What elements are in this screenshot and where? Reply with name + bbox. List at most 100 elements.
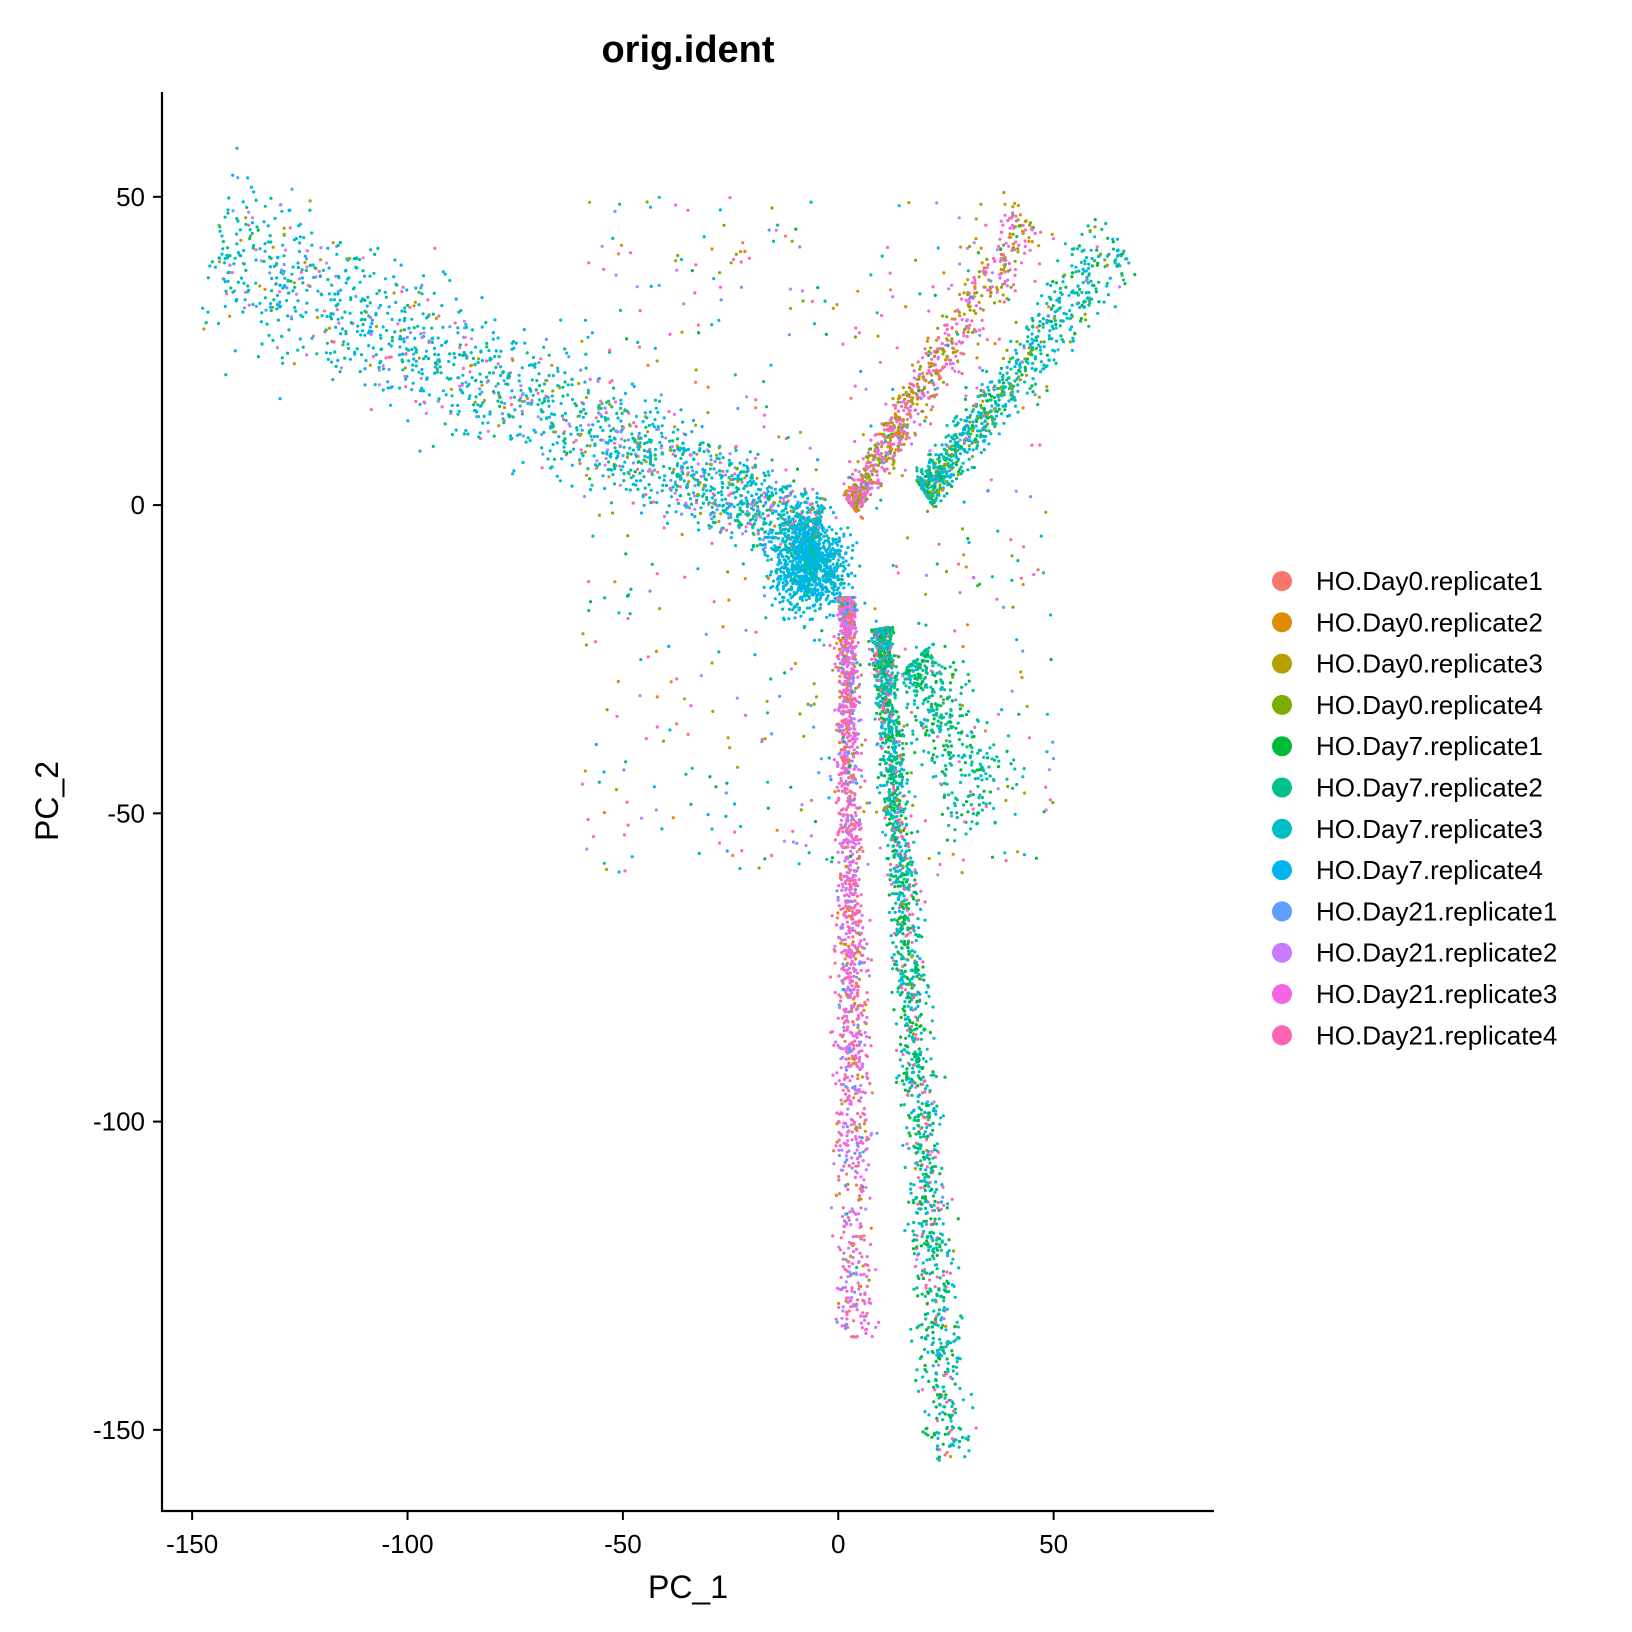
data-point (660, 451, 664, 455)
data-point (1070, 252, 1074, 257)
data-point (282, 262, 286, 267)
data-point (398, 345, 402, 349)
data-point (951, 419, 956, 423)
data-point (986, 263, 990, 267)
data-point (477, 357, 481, 361)
data-point (478, 372, 482, 376)
data-point (512, 395, 517, 399)
data-point (1054, 322, 1058, 327)
data-point (867, 486, 871, 490)
data-point (247, 303, 251, 307)
data-point (268, 302, 273, 306)
data-point (635, 454, 639, 458)
data-point (662, 526, 666, 530)
data-point (566, 393, 570, 397)
data-point (918, 372, 922, 377)
data-point (458, 353, 462, 357)
data-point (448, 325, 452, 329)
data-point (344, 329, 348, 333)
data-point (1118, 285, 1122, 289)
data-point (1031, 225, 1036, 229)
data-point (963, 282, 967, 286)
data-point (901, 400, 906, 404)
data-point (626, 451, 630, 456)
data-point (662, 416, 666, 420)
data-point (857, 919, 861, 923)
data-point (727, 458, 731, 462)
data-point (832, 948, 836, 952)
data-point (1096, 261, 1100, 265)
data-point (681, 472, 685, 476)
data-point (763, 474, 767, 478)
data-point (591, 423, 595, 427)
data-point (572, 440, 576, 444)
data-point (977, 275, 981, 279)
data-point (926, 353, 931, 357)
data-point (491, 389, 495, 394)
data-point (709, 485, 713, 489)
data-point (834, 1144, 838, 1148)
data-point (934, 371, 938, 375)
data-point (546, 399, 551, 403)
data-point (421, 312, 425, 316)
data-point (868, 1242, 873, 1247)
data-point (701, 501, 705, 505)
data-point (300, 268, 304, 272)
data-point (857, 1260, 861, 1264)
data-point (843, 888, 848, 892)
data-point (733, 544, 738, 548)
data-point (339, 332, 343, 336)
data-point (343, 356, 347, 360)
data-point (1007, 261, 1011, 266)
data-point (485, 341, 489, 345)
data-point (629, 476, 633, 480)
data-point (836, 898, 840, 902)
data-point (589, 434, 593, 438)
data-point (652, 500, 656, 504)
data-point (946, 333, 951, 337)
data-point (843, 1225, 847, 1229)
data-point (859, 968, 863, 973)
data-point (368, 363, 372, 367)
data-point (858, 1222, 863, 1226)
data-point (527, 363, 532, 367)
data-point (890, 421, 895, 425)
data-point (1005, 414, 1010, 418)
data-point (844, 493, 848, 497)
data-point (770, 491, 774, 495)
data-point (634, 414, 639, 418)
data-point (267, 333, 271, 337)
data-point (542, 345, 546, 349)
data-point (853, 1175, 858, 1180)
data-point (433, 361, 438, 365)
data-point (255, 225, 259, 229)
data-point (485, 380, 489, 384)
data-point (414, 350, 418, 354)
data-point (711, 492, 716, 496)
data-point (969, 432, 973, 436)
data-point (735, 486, 739, 490)
data-point (662, 478, 666, 482)
data-point (763, 546, 767, 550)
data-point (473, 400, 477, 404)
data-point (860, 1326, 864, 1330)
data-point (837, 1245, 841, 1249)
data-point (589, 428, 593, 432)
data-point (926, 390, 930, 394)
data-point (862, 937, 866, 942)
data-point (1038, 370, 1043, 374)
data-point (329, 298, 333, 302)
data-point (1003, 202, 1007, 206)
data-point (897, 438, 902, 442)
data-point (846, 757, 851, 762)
data-point (839, 874, 843, 878)
data-point (619, 419, 623, 423)
data-point (932, 504, 936, 509)
data-point (562, 430, 567, 434)
data-point (901, 393, 905, 397)
data-point (324, 328, 328, 332)
data-point (909, 415, 913, 419)
data-point (951, 361, 955, 366)
data-point (995, 414, 999, 418)
data-point (560, 414, 565, 418)
